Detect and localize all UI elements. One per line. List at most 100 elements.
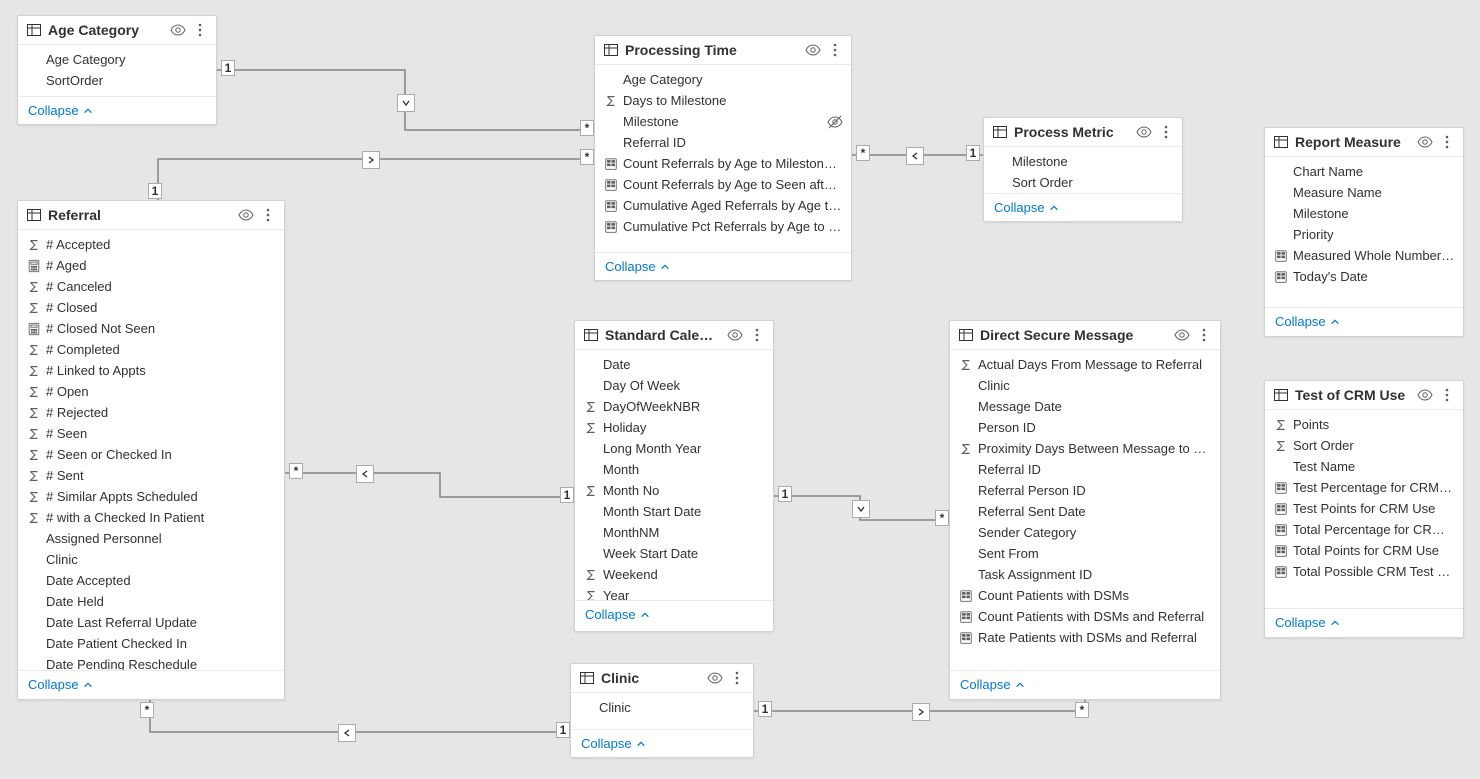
field-row[interactable]: Clinic xyxy=(571,697,753,718)
table-card-processing_time[interactable]: Processing TimeAge CategoryDays to Miles… xyxy=(594,35,852,281)
visibility-icon[interactable] xyxy=(805,42,821,58)
field-row[interactable]: Measured Whole Number Value xyxy=(1265,245,1463,266)
field-row[interactable]: Total Possible CRM Test Points xyxy=(1265,561,1463,582)
field-row[interactable]: # Canceled xyxy=(18,276,284,297)
field-row[interactable]: Total Percentage for CRM Use xyxy=(1265,519,1463,540)
table-header[interactable]: Report Measure xyxy=(1265,128,1463,157)
field-row[interactable]: Date Held xyxy=(18,591,284,612)
more-options-icon[interactable] xyxy=(827,42,843,58)
table-header[interactable]: Processing Time xyxy=(595,36,851,65)
field-row[interactable]: Measure Name xyxy=(1265,182,1463,203)
table-header[interactable]: Test of CRM Use xyxy=(1265,381,1463,410)
relationship-edge[interactable] xyxy=(150,700,570,732)
field-row[interactable]: Points xyxy=(1265,414,1463,435)
collapse-button[interactable]: Collapse xyxy=(950,670,1220,698)
field-row[interactable]: Date xyxy=(575,354,773,375)
visibility-icon[interactable] xyxy=(1174,327,1190,343)
filter-direction-icon[interactable] xyxy=(397,94,415,112)
field-row[interactable]: SortOrder xyxy=(18,70,216,91)
field-row[interactable]: Milestone xyxy=(984,151,1182,172)
filter-direction-icon[interactable] xyxy=(906,147,924,165)
field-row[interactable]: Day Of Week xyxy=(575,375,773,396)
field-row[interactable]: Task Assignment ID xyxy=(950,564,1220,585)
field-row[interactable]: Referral Sent Date xyxy=(950,501,1220,522)
more-options-icon[interactable] xyxy=(260,207,276,223)
table-card-report_measure[interactable]: Report MeasureChart NameMeasure NameMile… xyxy=(1264,127,1464,337)
visibility-icon[interactable] xyxy=(170,22,186,38)
field-row[interactable]: Month No xyxy=(575,480,773,501)
collapse-button[interactable]: Collapse xyxy=(575,600,773,628)
field-row[interactable]: Holiday xyxy=(575,417,773,438)
field-row[interactable]: Week Start Date xyxy=(575,543,773,564)
field-row[interactable]: Person ID xyxy=(950,417,1220,438)
field-row[interactable]: Month xyxy=(575,459,773,480)
field-row[interactable]: Test Percentage for CRM Use xyxy=(1265,477,1463,498)
table-card-age_category[interactable]: Age CategoryAge CategorySortOrderCollaps… xyxy=(17,15,217,125)
field-row[interactable]: # Aged xyxy=(18,255,284,276)
relationship-edge[interactable] xyxy=(285,473,574,497)
field-row[interactable]: Test Name xyxy=(1265,456,1463,477)
collapse-button[interactable]: Collapse xyxy=(571,729,753,757)
collapse-button[interactable]: Collapse xyxy=(18,670,284,698)
collapse-button[interactable]: Collapse xyxy=(984,193,1182,221)
field-row[interactable]: # Similar Appts Scheduled xyxy=(18,486,284,507)
collapse-button[interactable]: Collapse xyxy=(1265,307,1463,335)
more-options-icon[interactable] xyxy=(1439,387,1455,403)
field-row[interactable]: # Linked to Appts xyxy=(18,360,284,381)
field-row[interactable]: Message Date xyxy=(950,396,1220,417)
field-row[interactable]: Month Start Date xyxy=(575,501,773,522)
filter-direction-icon[interactable] xyxy=(852,500,870,518)
field-row[interactable]: Clinic xyxy=(18,549,284,570)
filter-direction-icon[interactable] xyxy=(338,724,356,742)
field-row[interactable]: # Completed xyxy=(18,339,284,360)
hidden-icon[interactable] xyxy=(827,114,843,130)
table-card-test_crm[interactable]: Test of CRM Use PointsSort OrderTest Name… xyxy=(1264,380,1464,638)
table-header[interactable]: Referral xyxy=(18,201,284,230)
field-row[interactable]: Referral Person ID xyxy=(950,480,1220,501)
field-row[interactable]: Date Pending Reschedule xyxy=(18,654,284,670)
field-row[interactable]: Weekend xyxy=(575,564,773,585)
more-options-icon[interactable] xyxy=(1439,134,1455,150)
field-row[interactable]: Age Category xyxy=(595,69,851,90)
field-row[interactable]: Referral ID xyxy=(950,459,1220,480)
visibility-icon[interactable] xyxy=(727,327,743,343)
more-options-icon[interactable] xyxy=(1158,124,1174,140)
more-options-icon[interactable] xyxy=(1196,327,1212,343)
collapse-button[interactable]: Collapse xyxy=(595,252,851,280)
field-row[interactable]: Sort Order xyxy=(984,172,1182,193)
field-row[interactable]: MonthNM xyxy=(575,522,773,543)
field-row[interactable]: Count Referrals by Age to Seen after 90d xyxy=(595,174,851,195)
table-card-clinic[interactable]: ClinicClinicCollapse xyxy=(570,663,754,758)
field-row[interactable]: Rate Patients with DSMs and Referral xyxy=(950,627,1220,648)
field-row[interactable]: Date Last Referral Update xyxy=(18,612,284,633)
field-row[interactable]: Count Referrals by Age to Milestone All … xyxy=(595,153,851,174)
visibility-icon[interactable] xyxy=(1417,387,1433,403)
field-row[interactable]: Year xyxy=(575,585,773,600)
more-options-icon[interactable] xyxy=(192,22,208,38)
table-header[interactable]: Process Metric xyxy=(984,118,1182,147)
collapse-button[interactable]: Collapse xyxy=(18,96,216,124)
field-row[interactable]: Chart Name xyxy=(1265,161,1463,182)
field-row[interactable]: Age Category xyxy=(18,49,216,70)
field-row[interactable]: Date Accepted xyxy=(18,570,284,591)
field-row[interactable]: Long Month Year xyxy=(575,438,773,459)
filter-direction-icon[interactable] xyxy=(912,703,930,721)
collapse-button[interactable]: Collapse xyxy=(1265,608,1463,636)
field-row[interactable]: # Rejected xyxy=(18,402,284,423)
table-card-direct_secure_message[interactable]: Direct Secure MessageActual Days From Me… xyxy=(949,320,1221,700)
field-row[interactable]: Today's Date xyxy=(1265,266,1463,287)
field-row[interactable]: # Seen or Checked In xyxy=(18,444,284,465)
table-header[interactable]: Direct Secure Message xyxy=(950,321,1220,350)
more-options-icon[interactable] xyxy=(749,327,765,343)
field-row[interactable]: # Open xyxy=(18,381,284,402)
table-header[interactable]: Standard Calendar xyxy=(575,321,773,350)
field-row[interactable]: # with a Checked In Patient xyxy=(18,507,284,528)
field-row[interactable]: Cumulative Pct Referrals by Age to Seen … xyxy=(595,216,851,237)
more-options-icon[interactable] xyxy=(729,670,745,686)
visibility-icon[interactable] xyxy=(1136,124,1152,140)
visibility-icon[interactable] xyxy=(238,207,254,223)
field-row[interactable]: Date Patient Checked In xyxy=(18,633,284,654)
field-row[interactable]: Cumulative Aged Referrals by Age to Seen… xyxy=(595,195,851,216)
field-row[interactable]: Sort Order xyxy=(1265,435,1463,456)
field-row[interactable]: Sent From xyxy=(950,543,1220,564)
